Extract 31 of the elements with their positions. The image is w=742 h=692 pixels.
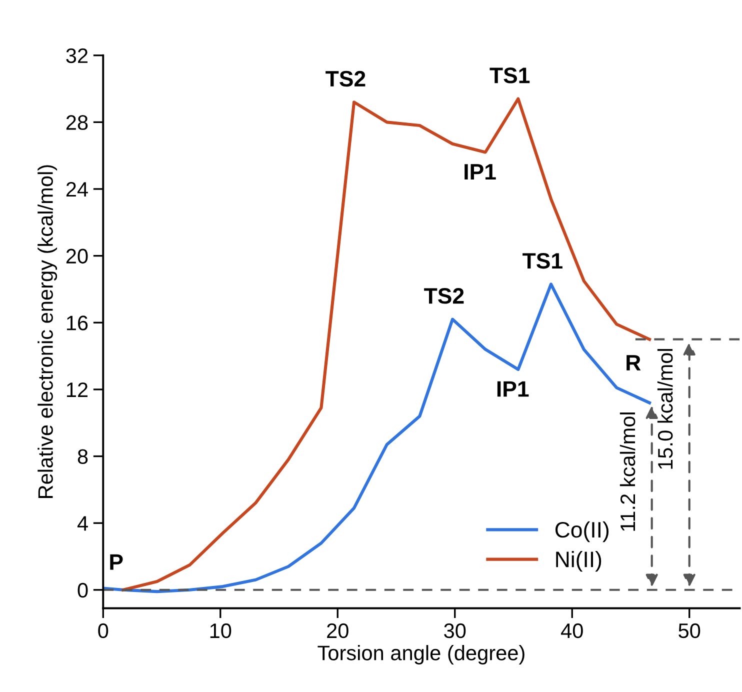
annotation: 11.2 kcal/mol xyxy=(620,412,636,531)
annotation: P xyxy=(110,554,123,570)
y-tick-label: 0 xyxy=(78,582,88,598)
line-series xyxy=(103,282,652,594)
x-tick-label: 50 xyxy=(678,623,700,638)
x-tick-label: 40 xyxy=(561,623,583,638)
annotation: TS1 xyxy=(490,68,530,84)
annotation: TS2 xyxy=(326,70,366,87)
x-tick-label: 0 xyxy=(98,623,108,638)
y-axis-title: Relative electronic energy (kcal/mol) xyxy=(38,165,58,498)
x-axis-title: Torsion angle (degree) xyxy=(318,645,524,664)
y-tick-label: 16 xyxy=(66,316,88,330)
legend-label: Ni(II) xyxy=(556,550,602,572)
x-tick-label: 20 xyxy=(327,623,348,638)
y-tick-label: 4 xyxy=(77,516,88,531)
y-tick-label: 24 xyxy=(66,182,88,197)
line-series xyxy=(122,97,652,592)
annotation: IP1 xyxy=(464,164,496,180)
legend-label: Co(II) xyxy=(555,521,609,542)
y-tick-label: 12 xyxy=(66,382,88,397)
y-tick-label: 32 xyxy=(66,48,88,64)
annotation: TS1 xyxy=(522,252,562,269)
annotation: IP1 xyxy=(497,381,529,397)
y-tick-label: 20 xyxy=(66,248,88,264)
x-tick-label: 10 xyxy=(210,623,232,638)
y-tick-label: 8 xyxy=(78,449,88,464)
annotation: R xyxy=(626,355,641,370)
annotation: TS2 xyxy=(424,288,464,304)
annotation: 15.0 kcal/mol xyxy=(657,349,673,469)
x-tick-label: 30 xyxy=(444,623,466,638)
y-tick-label: 28 xyxy=(66,115,88,130)
